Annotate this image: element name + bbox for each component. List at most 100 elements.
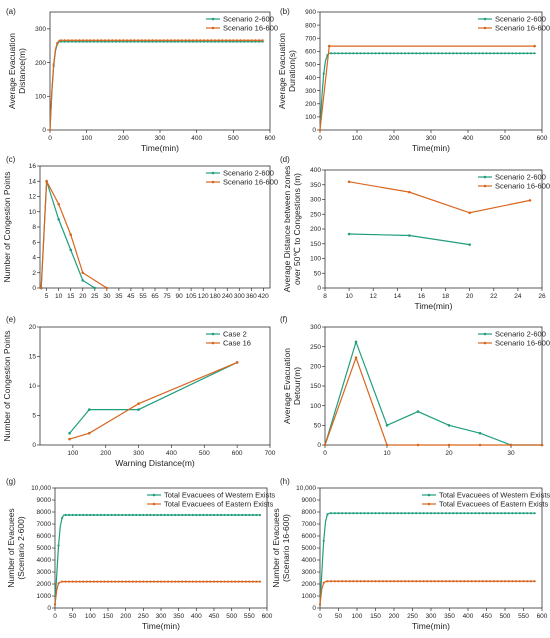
data-point	[135, 513, 138, 517]
y-tick-label: 6	[32, 239, 36, 246]
x-tick-label: 600	[232, 450, 243, 457]
data-point	[147, 39, 151, 42]
data-point	[400, 52, 403, 55]
x-tick-label: 180	[210, 293, 221, 300]
data-point	[404, 580, 407, 583]
data-point	[188, 39, 191, 42]
y-tick-label: 9000	[302, 497, 317, 504]
y-tick-label: 2	[32, 270, 36, 277]
data-point	[354, 356, 358, 359]
legend-marker	[211, 180, 215, 184]
series-line-1	[349, 181, 531, 214]
data-point	[68, 513, 71, 517]
data-point	[515, 580, 518, 583]
legend-marker	[427, 502, 431, 506]
series-line-0	[319, 52, 535, 131]
data-point	[184, 580, 187, 583]
data-point	[507, 512, 510, 515]
series-line-1	[324, 355, 542, 446]
data-point	[429, 512, 433, 515]
x-tick-label: 45	[127, 293, 135, 300]
data-point	[503, 512, 507, 515]
data-point	[507, 52, 510, 55]
data-point	[144, 39, 147, 42]
data-point	[509, 443, 513, 447]
data-point	[103, 513, 106, 517]
data-point	[392, 52, 396, 55]
x-tick-label: 5	[45, 293, 49, 300]
y-tick-label: 250	[310, 211, 321, 218]
data-point	[254, 39, 257, 42]
y-tick-label: 3000	[302, 569, 317, 576]
chart-panel-a: (a) 0 100 200 300 0 100 200 300 400 500 600 Time(min…	[6, 7, 278, 153]
data-point	[87, 431, 91, 435]
legend-marker	[483, 175, 487, 179]
data-point	[344, 52, 347, 55]
data-point	[89, 39, 92, 42]
chart-panel-e: (e) 0 5 10 15 20 100 200 300 400 500 600 700 Warning …	[2, 315, 276, 468]
data-point	[235, 361, 239, 364]
x-tick-label: 120	[198, 293, 209, 300]
x-tick-label: 400	[166, 450, 177, 457]
data-point	[243, 39, 246, 42]
y-axis-label: Number of Congestion Points	[2, 171, 12, 282]
legend-marker	[211, 17, 215, 21]
y-tick-label: 400	[310, 167, 321, 174]
legend-entry: Case 16	[223, 339, 251, 348]
data-point	[121, 580, 124, 583]
data-point	[78, 580, 81, 583]
y-axis-label: (Scenario 16-600)	[281, 514, 291, 582]
data-point	[75, 580, 78, 583]
data-point	[205, 580, 209, 583]
data-point	[381, 512, 384, 515]
legend-marker	[483, 26, 487, 30]
data-point	[474, 52, 477, 55]
data-point	[529, 580, 533, 583]
x-tick-label: 26	[538, 293, 546, 300]
data-point	[67, 39, 70, 42]
data-point	[103, 580, 106, 583]
y-tick-label: 2000	[37, 581, 52, 588]
data-point	[227, 513, 230, 517]
y-axis-label: Average Evacuation	[282, 348, 292, 424]
data-point	[489, 512, 492, 515]
data-point	[206, 39, 209, 42]
x-tick-label: 65	[151, 293, 159, 300]
y-tick-label: 0	[317, 285, 321, 292]
y-tick-label: 4000	[37, 557, 52, 564]
data-point	[166, 513, 170, 517]
data-point	[363, 52, 366, 55]
data-point	[374, 512, 377, 515]
data-point	[106, 580, 110, 583]
x-tick-label: 24	[514, 293, 522, 300]
x-tick-label: 150	[103, 613, 114, 620]
chart-panel-h: (h)0100020003000400050006000700080009000…	[271, 477, 550, 631]
data-point	[354, 340, 358, 344]
x-tick-label: 75	[163, 293, 171, 300]
panel-tag-d: (d)	[280, 155, 290, 164]
x-tick-label: 200	[120, 613, 131, 620]
data-point	[195, 580, 198, 583]
y-tick-label: 20	[29, 324, 37, 331]
data-point	[191, 580, 194, 583]
x-tick-label: 600	[265, 135, 276, 142]
x-tick-label: 8	[323, 293, 327, 300]
legend-marker	[211, 332, 215, 336]
data-point	[64, 580, 67, 583]
data-point	[437, 580, 440, 583]
x-tick-label: 250	[407, 613, 418, 620]
data-point	[326, 513, 329, 516]
data-point	[389, 52, 392, 55]
data-point	[237, 513, 240, 517]
x-tick-label: 500	[500, 135, 511, 142]
data-point	[136, 39, 140, 42]
panel-tag-a: (a)	[6, 7, 16, 16]
legend-marker	[483, 332, 487, 336]
data-point	[455, 52, 458, 55]
data-point	[452, 52, 455, 55]
legend-entry: Scenario 2-600	[223, 169, 274, 178]
data-point	[156, 580, 159, 583]
data-point	[124, 580, 127, 583]
data-point	[117, 513, 120, 517]
legend-entry: Total Evacuees of Western Exists	[439, 491, 550, 500]
